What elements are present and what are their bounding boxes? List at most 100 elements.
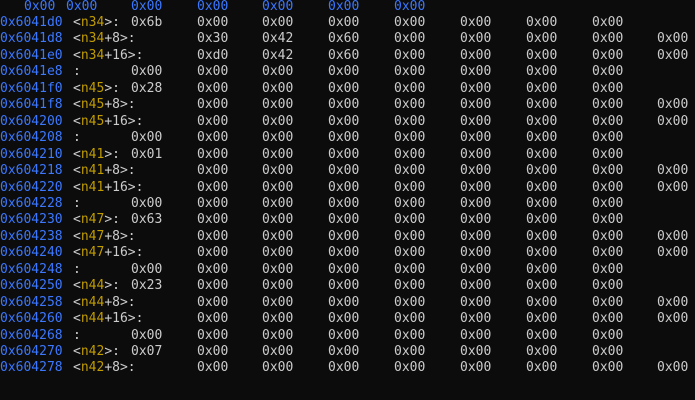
byte-value: 0x00 [526, 130, 558, 146]
byte-value: 0x00 [460, 47, 492, 63]
byte-value: 0x00 [592, 97, 624, 113]
byte-value: 0x00 [131, 327, 163, 343]
memory-address: 0x604228 [0, 195, 63, 211]
byte-value: 0x00 [197, 212, 229, 228]
memory-address: 0x604260 [0, 311, 63, 327]
symbol-name: n45 [80, 80, 105, 96]
byte-value: 0x00 [657, 97, 689, 113]
byte-value: 0x28 [131, 80, 163, 96]
byte-value: 0x00 [394, 360, 426, 376]
symbol-suffix: +8>: [104, 31, 136, 47]
byte-value: 0x00 [394, 195, 426, 211]
byte-value: 0x00 [328, 228, 360, 244]
symbol-label: <n45+8>: [73, 97, 136, 113]
symbol-suffix: >: [104, 15, 120, 30]
byte-value: 0xd0 [197, 47, 229, 63]
byte-value: 0x00 [592, 113, 624, 129]
byte-value: 0x00 [460, 179, 492, 195]
symbol-suffix: +16>: [104, 245, 144, 261]
byte-value: 0x00 [657, 163, 689, 179]
byte-value: 0x00 [394, 163, 426, 179]
header-value: 0x00 [66, 0, 98, 14]
symbol-open-bracket: < [73, 228, 81, 244]
byte-value: 0x01 [131, 146, 163, 162]
byte-value: 0x00 [328, 311, 360, 327]
memory-address: 0x604240 [0, 245, 63, 261]
symbol-suffix: : [73, 195, 81, 211]
byte-value: 0x00 [394, 294, 426, 310]
symbol-name: n41 [80, 146, 105, 162]
header-value: 0x00 [197, 0, 229, 14]
symbol-name: n34 [80, 15, 105, 30]
byte-value: 0x00 [526, 327, 558, 343]
byte-value: 0x00 [592, 344, 624, 359]
byte-value: 0x00 [657, 360, 689, 376]
symbol-suffix: +16>: [104, 47, 144, 63]
byte-value: 0x00 [526, 261, 558, 277]
byte-value: 0x00 [460, 344, 492, 359]
symbol-label: <n41+8>: [73, 163, 136, 179]
byte-value: 0x42 [262, 47, 294, 63]
byte-value: 0x00 [394, 31, 426, 47]
byte-value: 0x00 [526, 228, 558, 244]
memory-address: 0x6041f0 [0, 80, 63, 96]
symbol-label: <n47+16>: [73, 245, 143, 261]
symbol-suffix: +8>: [104, 228, 136, 244]
symbol-suffix: +16>: [104, 179, 144, 195]
byte-value: 0x00 [460, 228, 492, 244]
byte-value: 0x00 [262, 212, 294, 228]
symbol-suffix: +8>: [104, 360, 136, 376]
symbol-label: <n42>: [73, 344, 120, 360]
symbol-label: : [73, 64, 81, 80]
symbol-open-bracket: < [73, 47, 81, 63]
symbol-open-bracket: < [73, 113, 81, 129]
byte-value: 0x00 [197, 179, 229, 195]
byte-value: 0x00 [526, 212, 558, 228]
byte-value: 0x00 [460, 130, 492, 146]
byte-value: 0x00 [262, 245, 294, 261]
byte-value: 0x00 [460, 261, 492, 277]
byte-value: 0x00 [197, 311, 229, 327]
byte-value: 0x00 [197, 344, 229, 359]
memory-address: 0x6041e0 [0, 47, 63, 63]
header-value: 0x00 [328, 0, 360, 14]
byte-value: 0x00 [592, 294, 624, 310]
symbol-open-bracket: < [73, 360, 81, 376]
symbol-name: n44 [80, 294, 105, 310]
byte-value: 0x00 [197, 130, 229, 146]
byte-value: 0x00 [394, 97, 426, 113]
byte-value: 0x00 [657, 311, 689, 327]
byte-value: 0x00 [460, 311, 492, 327]
byte-value: 0x00 [197, 278, 229, 294]
memory-address: 0x604250 [0, 278, 63, 294]
byte-value: 0x00 [657, 179, 689, 195]
byte-value: 0x00 [526, 113, 558, 129]
byte-value: 0x00 [526, 278, 558, 294]
symbol-name: n45 [80, 97, 105, 113]
byte-value: 0x00 [394, 146, 426, 162]
byte-value: 0x00 [460, 212, 492, 228]
byte-value: 0x00 [262, 130, 294, 146]
symbol-name: n42 [80, 360, 105, 376]
byte-value: 0x00 [262, 97, 294, 113]
byte-value: 0x00 [592, 228, 624, 244]
byte-value: 0x00 [131, 195, 163, 211]
byte-value: 0x00 [592, 261, 624, 277]
byte-value: 0x00 [460, 64, 492, 80]
byte-value: 0x00 [197, 327, 229, 343]
memory-address: 0x604248 [0, 261, 63, 277]
byte-value: 0x00 [526, 311, 558, 327]
symbol-open-bracket: < [73, 163, 81, 179]
header-value: 0x00 [131, 0, 163, 14]
byte-value: 0x00 [592, 163, 624, 179]
byte-value: 0x00 [526, 163, 558, 179]
byte-value: 0x00 [526, 195, 558, 211]
byte-value: 0x00 [592, 80, 624, 96]
byte-value: 0x00 [592, 195, 624, 211]
byte-value: 0x60 [328, 31, 360, 47]
byte-value: 0x00 [197, 64, 229, 80]
byte-value: 0x07 [131, 344, 163, 359]
byte-value: 0x00 [657, 294, 689, 310]
symbol-open-bracket: < [73, 15, 81, 30]
